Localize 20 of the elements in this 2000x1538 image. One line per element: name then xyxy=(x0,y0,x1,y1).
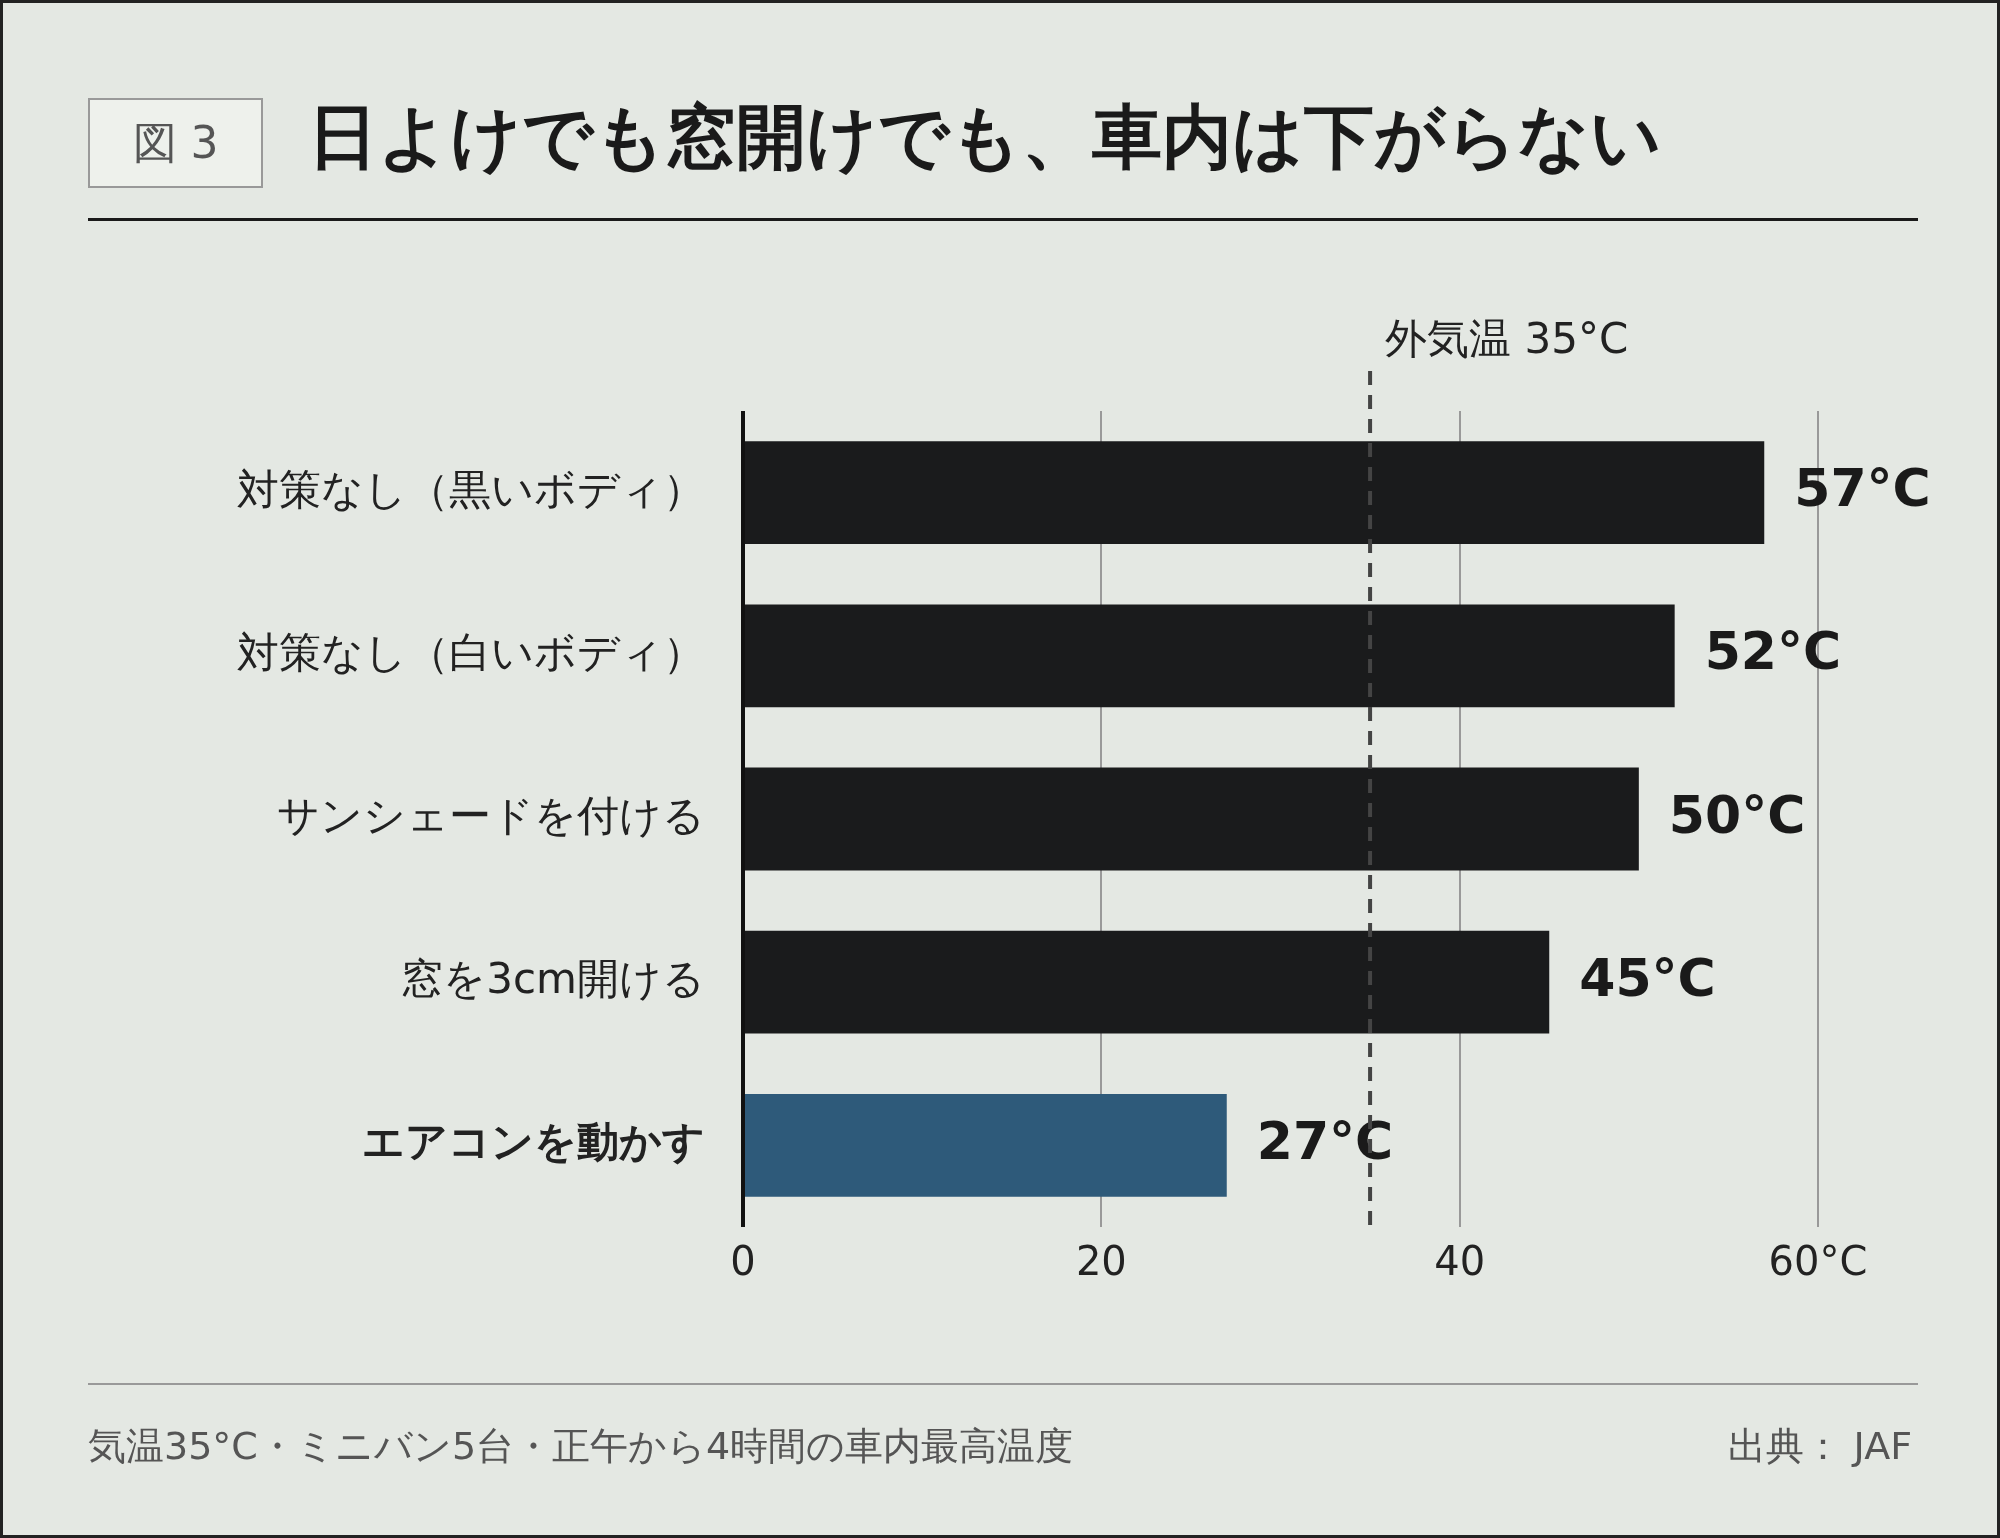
source-note: 出典： JAF xyxy=(1727,1423,1912,1470)
data-label: 52°C xyxy=(1704,621,1842,682)
data-label: 27°C xyxy=(1256,1110,1394,1171)
y-tick-label: エアコンを動かす xyxy=(362,1117,705,1167)
x-tick-label: 0 xyxy=(730,1238,756,1285)
y-tick-label: 窓を3cm開ける xyxy=(401,954,705,1004)
data-label: 45°C xyxy=(1579,947,1716,1008)
x-tick-label: 60°C xyxy=(1768,1238,1868,1285)
x-tick-label: 40 xyxy=(1434,1238,1486,1285)
x-tick-label: 20 xyxy=(1075,1238,1127,1285)
y-tick-label: 対策なし（黒いボディ） xyxy=(237,464,705,514)
chart-title: 日よけでも窓開けでも、車内は下がらない xyxy=(308,94,1662,180)
data-label: 57°C xyxy=(1794,458,1931,519)
bar xyxy=(744,1093,1227,1197)
y-tick-label: サンシェードを付ける xyxy=(277,790,705,840)
data-label: 50°C xyxy=(1668,784,1806,845)
ref-line-label: 外気温 35°C xyxy=(1385,313,1629,363)
text: 気温35°C・ミニバン5台・正午から4時間の車内最高温度 xyxy=(88,1423,1074,1470)
caption: 図 3 xyxy=(88,98,263,188)
y-tick-label: 対策なし（白いボディ） xyxy=(237,627,705,677)
